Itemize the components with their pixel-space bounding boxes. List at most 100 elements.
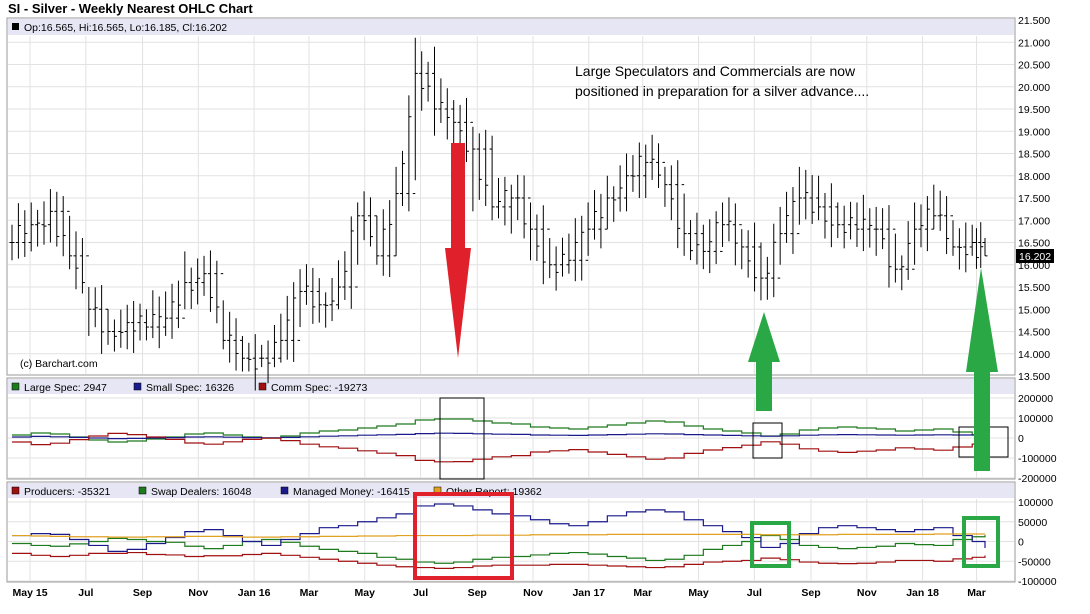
- ohlc-bar: [931, 184, 937, 230]
- legacy-y-tick-label: -200000: [1018, 473, 1057, 485]
- time-x-axis: May 15 Jul Sep Nov Jan 16 Mar May Jul Sep Nov Jan …: [13, 587, 986, 599]
- last-value-box: [1016, 249, 1054, 263]
- ohlc-bar: [323, 292, 329, 328]
- ohlc-bar: [348, 216, 354, 309]
- ohlc-bar: [828, 183, 834, 248]
- ohlc-bar: [233, 318, 239, 371]
- ohlc-bar: [419, 51, 425, 111]
- ohlc-bar: [973, 228, 979, 269]
- ohlc-bar: [854, 202, 860, 247]
- ohlc-bar: [944, 196, 950, 255]
- ohlc-bar: [297, 269, 303, 341]
- price-y-tick-label: 15.000: [1018, 304, 1050, 316]
- disaggregated-y-axis: 100000 50000 0 -50000 -100000: [1018, 497, 1057, 588]
- highlight-box-jul17: [752, 422, 783, 459]
- x-tick-label: Jul: [413, 587, 428, 599]
- legacy-cot-panel-frame: [6, 377, 1016, 480]
- ohlc-bar: [918, 204, 924, 248]
- ohlc-bar: [784, 191, 790, 243]
- disaggregated-y-tick-label: 100000: [1018, 497, 1053, 509]
- ohlc-bar: [681, 184, 687, 256]
- ohlc-bar: [15, 203, 21, 259]
- green-highlight-box-mar18: [962, 516, 1000, 568]
- x-tick-label: Jan 17: [572, 587, 605, 599]
- ohlc-bar: [624, 153, 630, 212]
- ohlc-bar: [643, 144, 649, 198]
- disaggregated-cot-panel-frame: [6, 481, 1016, 583]
- ohlc-bar: [598, 193, 604, 249]
- x-tick-label: Sep: [468, 587, 487, 599]
- ohlc-bar: [553, 246, 559, 291]
- ohlc-bar: [579, 215, 585, 281]
- ohlc-bar: [649, 134, 655, 180]
- ohlc-bar: [111, 319, 117, 352]
- legacy-legend: Large Spec: 2947 Small Spec: 16326 Comm …: [11, 382, 367, 394]
- ohlc-bar: [483, 129, 489, 206]
- ohlc-bar: [764, 256, 770, 300]
- green-highlight-box-jul17: [750, 521, 791, 568]
- ohlc-bar: [476, 133, 482, 200]
- ohlc-bar: [822, 192, 828, 239]
- legacy-y-tick-label: 0: [1018, 433, 1024, 445]
- x-tick-label: Sep: [133, 587, 152, 599]
- ohlc-bar: [470, 121, 476, 212]
- legend-swap-dealers: Swap Dealers: 16048: [151, 486, 252, 498]
- ohlc-bar: [431, 46, 437, 136]
- ohlc-bar: [438, 78, 444, 123]
- price-y-tick-label: 18.000: [1018, 171, 1050, 183]
- chart-title: SI - Silver - Weekly Nearest OHLC Chart: [8, 1, 253, 16]
- ohlc-bar: [662, 161, 668, 207]
- price-y-tick-label: 19.000: [1018, 126, 1050, 138]
- ohlc-bar: [560, 237, 566, 277]
- legend-swatch-large-spec: [11, 382, 20, 391]
- ohlc-bar: [860, 194, 866, 252]
- ohlc-bar: [22, 210, 28, 257]
- ohlc-bar: [873, 206, 879, 256]
- last-value-label: 16.202: [1019, 251, 1051, 263]
- x-tick-label: Nov: [188, 587, 208, 599]
- ohlc-bar: [892, 228, 898, 283]
- ohlc-bar: [809, 175, 815, 224]
- ohlc-bar: [79, 238, 85, 294]
- ohlc-bar: [841, 205, 847, 249]
- annotation-line-1: Large Speculators and Commercials are no…: [575, 63, 856, 79]
- ohlc-bar: [880, 208, 886, 250]
- ohlc-bar: [668, 165, 674, 221]
- ohlc-bar: [220, 273, 226, 350]
- ohlc-bar: [950, 215, 956, 256]
- ohlc-bar: [899, 255, 905, 291]
- price-y-tick-label: 19.500: [1018, 104, 1050, 116]
- ohlc-bar: [675, 160, 681, 249]
- ohlc-bar: [707, 219, 713, 274]
- ohlc-bar: [227, 311, 233, 363]
- disaggregated-y-tick-label: 50000: [1018, 517, 1047, 529]
- disaggregated-y-tick-label: -50000: [1018, 556, 1051, 568]
- ohlc-bar: [246, 342, 252, 372]
- legend-small-spec: Small Spec: 16326: [146, 382, 234, 394]
- price-y-tick-label: 17.500: [1018, 193, 1050, 205]
- x-tick-label: Mar: [967, 587, 986, 599]
- source-label: (c) Barchart.com: [20, 358, 98, 370]
- ohlc-bar: [790, 187, 796, 254]
- legend-swatch-comm-spec: [258, 382, 267, 391]
- ohlc-bar: [342, 251, 348, 301]
- ohlc-bar: [867, 208, 873, 248]
- ohlc-bar: [335, 260, 341, 310]
- ohlc-bar: [54, 191, 60, 247]
- ohlc-bar: [156, 296, 162, 349]
- ohlc-bar: [182, 251, 188, 319]
- disaggregated-y-tick-label: 0: [1018, 537, 1024, 549]
- ohlc-bar: [380, 209, 386, 276]
- ohlc-bar: [534, 214, 540, 261]
- disaggregated-legend-bar: [8, 483, 1014, 498]
- legend-comm-spec: Comm Spec: -19273: [271, 382, 367, 394]
- series-line-small-spec: [12, 432, 986, 440]
- ohlc-bar: [303, 264, 309, 305]
- ohlc-bar: [604, 175, 610, 230]
- ohlc-bar: [739, 224, 745, 270]
- ohlc-bar: [771, 223, 777, 298]
- price-y-tick-label: 21.500: [1018, 15, 1050, 27]
- legend-large-spec: Large Spec: 2947: [24, 382, 107, 394]
- ohlc-bar: [796, 166, 802, 235]
- ohlc-bar: [592, 190, 598, 240]
